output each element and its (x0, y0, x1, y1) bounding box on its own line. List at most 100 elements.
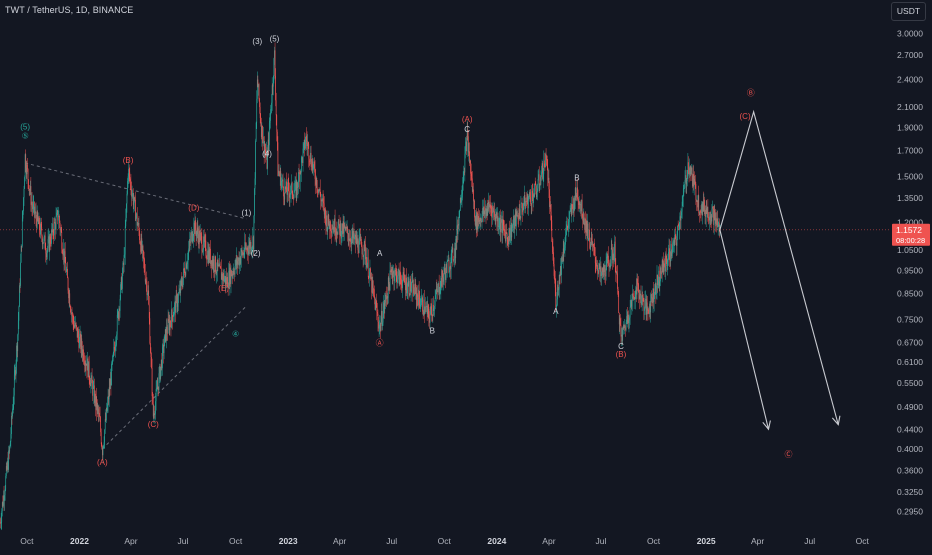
candle-body (167, 327, 168, 333)
price-tick-label: 1.9000 (897, 123, 923, 133)
candle-body (68, 278, 69, 290)
candle-body (459, 211, 460, 225)
candle-body (417, 293, 418, 297)
candle-body (601, 272, 602, 276)
price-tick-label: 0.9500 (897, 266, 923, 276)
candle-body (147, 282, 148, 295)
candle-body (193, 236, 194, 240)
price-tick-label: 0.8500 (897, 288, 923, 298)
projection-path (720, 112, 838, 425)
candle-body (147, 294, 148, 295)
candle-body (137, 213, 138, 225)
candle-body (364, 241, 365, 244)
candle-body (149, 318, 150, 343)
candle-body (54, 222, 55, 235)
candle-body (151, 357, 152, 368)
candle-body (143, 246, 144, 251)
candle-body (92, 375, 93, 383)
candle-body (698, 195, 699, 213)
candle-body (534, 184, 535, 197)
candle-body (113, 353, 114, 356)
candle-body (105, 419, 106, 430)
candle-body (339, 219, 340, 224)
candle-body (430, 314, 431, 322)
candle-body (553, 248, 554, 252)
candle-body (100, 417, 101, 421)
candle-body (179, 292, 180, 294)
candle-body (195, 220, 196, 229)
candle-body (56, 216, 57, 229)
candle-body (131, 181, 132, 189)
candle-body (292, 183, 293, 195)
trendlines (0, 163, 890, 449)
candle-body (694, 179, 695, 181)
candle-body (76, 323, 77, 326)
candle-body (380, 322, 381, 330)
candle-body (290, 193, 291, 195)
candles (0, 42, 720, 530)
candle-body (155, 414, 156, 415)
candle-body (683, 189, 684, 197)
candle-body (151, 352, 152, 357)
candle-body (557, 299, 558, 305)
candle-body (572, 204, 573, 206)
candle-body (89, 378, 90, 383)
candle-body (191, 236, 192, 243)
candle-body (541, 172, 542, 177)
candle-body (317, 189, 318, 190)
candle-body (144, 263, 145, 273)
candle-body (525, 201, 526, 209)
candle-body (99, 413, 100, 417)
candle-body (76, 326, 77, 327)
candle-body (303, 144, 304, 149)
candle-body (625, 325, 626, 328)
candle-body (535, 184, 536, 185)
candle-body (19, 307, 20, 321)
candle-body (291, 185, 292, 193)
candle-body (462, 194, 463, 197)
candle-body (41, 224, 42, 227)
candle-body (386, 295, 387, 296)
candle-body (564, 248, 565, 253)
candle-body (643, 297, 644, 299)
candle-body (388, 278, 389, 284)
candle-body (287, 182, 288, 194)
candle-body (45, 250, 46, 254)
candle-body (126, 204, 127, 218)
candle-body (591, 238, 592, 241)
currency-button[interactable]: USDT (891, 2, 926, 21)
candle-body (1, 522, 2, 523)
candle-body (103, 447, 104, 455)
candle-body (144, 259, 145, 263)
candle-body (201, 236, 202, 251)
candle-body (419, 290, 420, 299)
candle-body (235, 266, 236, 274)
candle-body (338, 226, 339, 235)
last-price-value: 1.1572 (896, 225, 922, 235)
candle-body (377, 312, 378, 314)
candle-body (78, 331, 79, 337)
candle-body (618, 289, 619, 293)
candle-body (21, 246, 22, 263)
candle-body (45, 236, 46, 250)
candle-body (567, 224, 568, 226)
price-tick-label: 0.4900 (897, 402, 923, 412)
candle-body (605, 265, 606, 275)
candle-body (17, 335, 18, 352)
candle-body (672, 253, 673, 256)
candle-body (547, 165, 548, 167)
candle-body (686, 181, 687, 184)
candle-body (115, 345, 116, 351)
candle-body (240, 257, 241, 263)
candle-body (372, 280, 373, 288)
candle-body (176, 295, 177, 313)
candle-body (428, 309, 429, 317)
candle-body (260, 118, 261, 124)
candle-body (270, 121, 271, 123)
price-tick-label: 1.7000 (897, 145, 923, 155)
candle-body (696, 184, 697, 200)
candle-body (244, 254, 245, 255)
candle-body (642, 295, 643, 297)
